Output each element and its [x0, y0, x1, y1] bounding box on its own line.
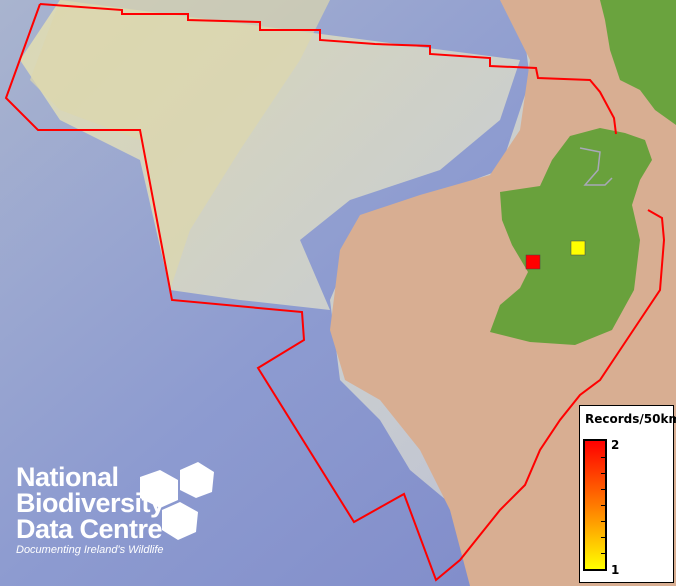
logo-line2: Biodiversity	[16, 488, 165, 518]
legend: Records/50km 2 1	[579, 405, 676, 583]
legend-max-label: 2	[611, 438, 620, 452]
legend-min-label: 1	[611, 563, 620, 577]
logo-tagline: Documenting Ireland's Wildlife	[16, 544, 164, 556]
logo-line3: Data Centre	[16, 514, 163, 544]
record-square-1[interactable]	[570, 240, 586, 256]
legend-color-ramp	[583, 439, 607, 571]
ni-border	[579, 147, 613, 186]
britain	[600, 0, 676, 125]
logo-hexagons-icon	[140, 462, 214, 540]
logo-line1: National	[16, 462, 119, 492]
legend-title: Records/50km	[585, 412, 676, 426]
eez-boundary	[4, 3, 666, 582]
nbdc-logo: National Biodiversity Data Centre Docume…	[16, 462, 165, 557]
ireland	[490, 128, 652, 345]
shallow-shelf	[30, 0, 330, 290]
record-square-2[interactable]	[525, 254, 541, 270]
